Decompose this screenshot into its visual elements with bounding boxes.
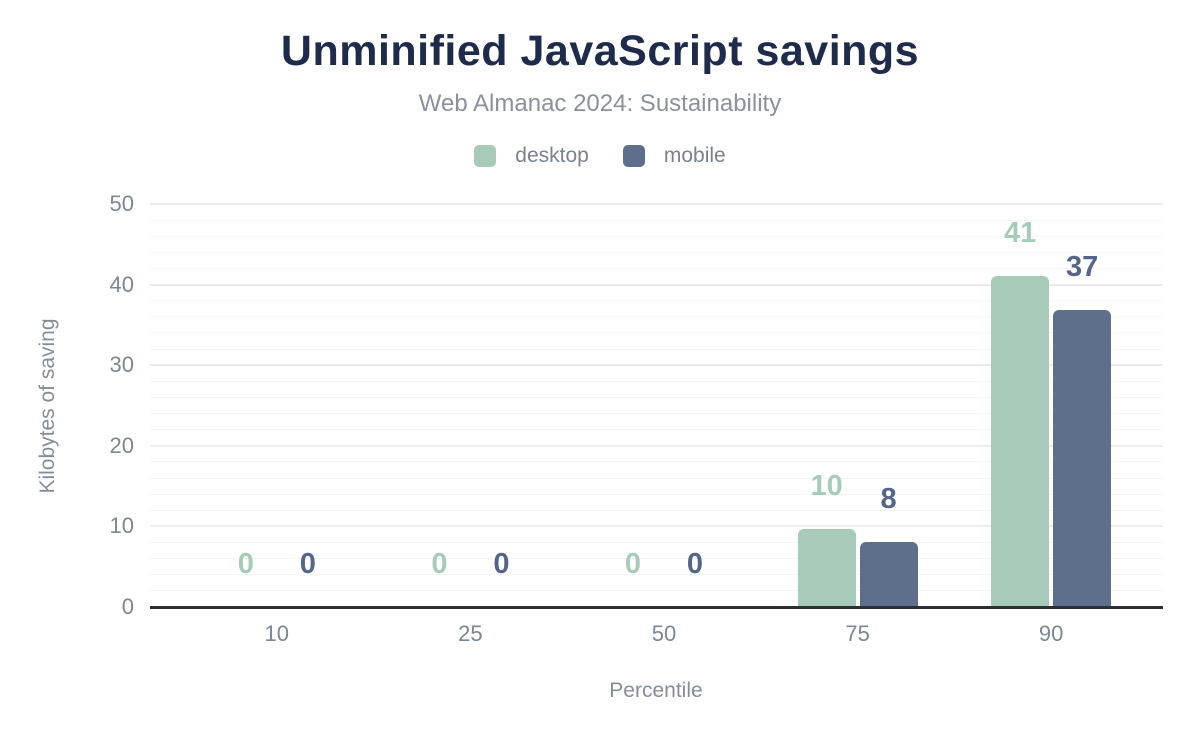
gridline-minor — [150, 300, 1163, 302]
gridline-major — [150, 444, 1163, 447]
bar-group-p90: 41 37 90 — [954, 204, 1148, 645]
y-tick-20: 20 — [109, 432, 134, 458]
bar-value-label-desktop-p50: 0 — [624, 548, 642, 580]
gridline-minor — [150, 380, 1163, 382]
bar-group-p50: 0 0 50 — [567, 204, 761, 645]
x-axis-title: Percentile — [609, 679, 703, 702]
legend-label-mobile: mobile — [663, 144, 726, 167]
gridline-minor — [150, 574, 1163, 576]
gridline-minor — [150, 219, 1163, 221]
bar-value-label-mobile-p90: 37 — [1066, 250, 1099, 283]
page-subtitle: Web Almanac 2024: Sustainability — [418, 90, 782, 117]
bar-group-p10: 0 0 10 — [180, 204, 374, 645]
x-axis-line — [150, 606, 1163, 609]
y-tick-30: 30 — [109, 352, 134, 378]
gridline-major — [150, 525, 1163, 528]
bar-value-label-desktop-p90: 41 — [1004, 216, 1037, 249]
plot-bands: 0 0 10 0 0 25 0 0 50 10 8 75 41 37 90 — [150, 204, 1163, 645]
bar-group-p25: 0 0 25 — [374, 204, 568, 645]
gridline-major — [150, 364, 1163, 367]
y-tick-40: 40 — [109, 271, 134, 297]
legend-swatch-mobile-icon — [622, 145, 645, 167]
gridline-minor — [150, 396, 1163, 398]
legend-label-desktop: desktop — [515, 144, 589, 167]
bar-value-label-mobile-p75: 8 — [880, 482, 897, 515]
gridline-major — [150, 283, 1163, 286]
gridline-minor — [150, 461, 1163, 463]
bar-desktop-p75: 10 — [797, 471, 856, 607]
bar-value-label-mobile-p10: 0 — [299, 548, 316, 580]
gridline-minor — [150, 558, 1163, 560]
y-tick-0: 0 — [121, 594, 134, 619]
gridline-minor — [150, 542, 1163, 544]
bar-value-label-desktop-p10: 0 — [237, 548, 254, 580]
gridline-minor — [150, 590, 1163, 592]
legend-item-desktop: desktop — [474, 144, 589, 168]
x-tick-50: 50 — [651, 621, 677, 646]
gridline-minor — [150, 348, 1163, 350]
legend-swatch-desktop-icon — [474, 145, 497, 167]
x-tick-10: 10 — [264, 621, 290, 646]
bar-value-label-mobile-p25: 0 — [493, 548, 510, 580]
bar-mobile-p75: 8 — [859, 484, 918, 607]
bar-mobile-p90: 37 — [1053, 252, 1112, 607]
bar-group-p75: 10 8 75 — [761, 204, 955, 645]
legend-item-mobile: mobile — [622, 144, 726, 168]
bar-value-label-mobile-p50: 0 — [686, 548, 704, 580]
x-tick-75: 75 — [845, 621, 870, 646]
gridline-minor — [150, 429, 1163, 431]
legend: desktop mobile — [0, 144, 1200, 168]
x-tick-90: 90 — [1038, 621, 1064, 646]
gridline-minor — [150, 235, 1163, 237]
gridline-minor — [150, 267, 1163, 269]
y-tick-10: 10 — [109, 513, 134, 539]
x-tick-25: 25 — [458, 621, 483, 646]
bar-desktop-p90: 41 — [991, 218, 1050, 607]
gridline-major — [150, 203, 1163, 205]
gridline-minor — [150, 251, 1163, 253]
gridline-minor — [150, 316, 1163, 318]
bar-value-label-desktop-p25: 0 — [431, 548, 448, 580]
y-axis-title: Kilobytes of saving — [36, 318, 59, 494]
bar-value-label-desktop-p75: 10 — [810, 469, 843, 502]
y-tick-50: 50 — [109, 191, 134, 216]
page-title: Unminified JavaScript savings — [280, 27, 920, 75]
gridline-minor — [150, 332, 1163, 334]
gridline-minor — [150, 509, 1163, 511]
gridline-minor — [150, 413, 1163, 415]
plot-area: 0 0 10 0 0 25 0 0 50 10 8 75 41 37 90 — [150, 203, 1163, 645]
gridline-minor — [150, 477, 1163, 479]
gridline-minor — [150, 493, 1163, 495]
